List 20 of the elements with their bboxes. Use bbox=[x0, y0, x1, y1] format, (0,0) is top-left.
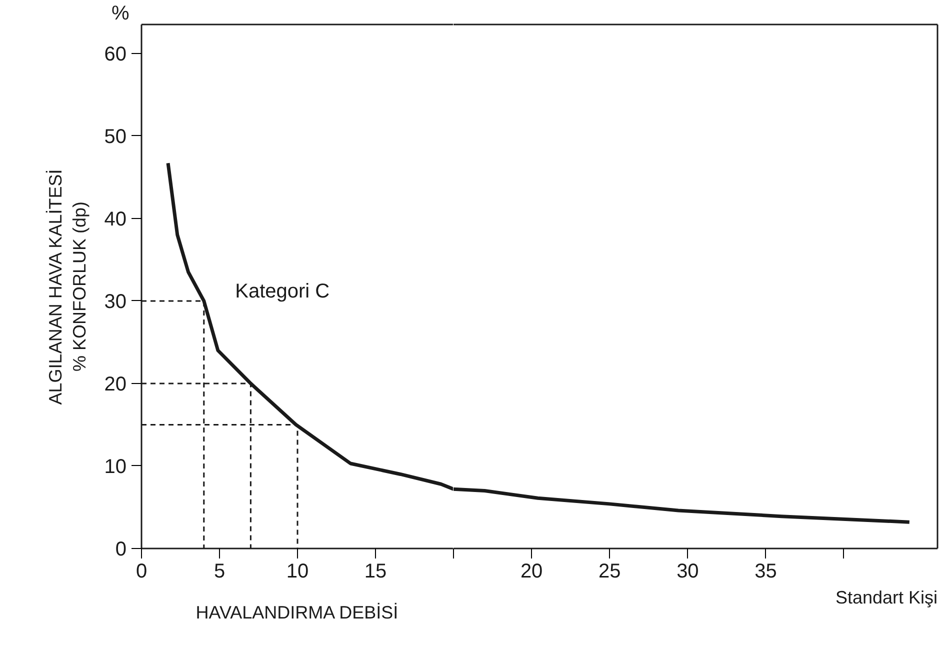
y-tick-label: 0 bbox=[115, 538, 126, 560]
y-tick-label: 50 bbox=[104, 126, 127, 148]
x-tick-label: 10 bbox=[286, 560, 309, 582]
y-axis-title: ALGILANAN HAVA KALİTESİ % KONFORLUK (dp) bbox=[45, 169, 90, 405]
x-tick-label: 20 bbox=[520, 560, 543, 582]
x-tick-label: 0 bbox=[136, 560, 148, 582]
text: % bbox=[112, 2, 130, 24]
x-axis-title: HAVALANDIRMA DEBİSİ bbox=[196, 602, 398, 622]
x-tick-label: 25 bbox=[598, 560, 621, 582]
y-tick-label: 40 bbox=[104, 208, 127, 230]
x-tick-label: 30 bbox=[676, 560, 699, 582]
y-tick-label: 20 bbox=[104, 373, 127, 396]
x-tick-label: 35 bbox=[754, 560, 777, 582]
y-tick-label: 10 bbox=[104, 456, 127, 478]
y-tick-label: 60 bbox=[104, 43, 127, 66]
y-tick-label: 30 bbox=[104, 290, 127, 313]
x-tick-label: 15 bbox=[364, 560, 387, 582]
text: Standart Kişi bbox=[835, 588, 938, 608]
x-tick-label: 5 bbox=[214, 560, 226, 582]
annotation: Kategori C bbox=[235, 280, 330, 303]
